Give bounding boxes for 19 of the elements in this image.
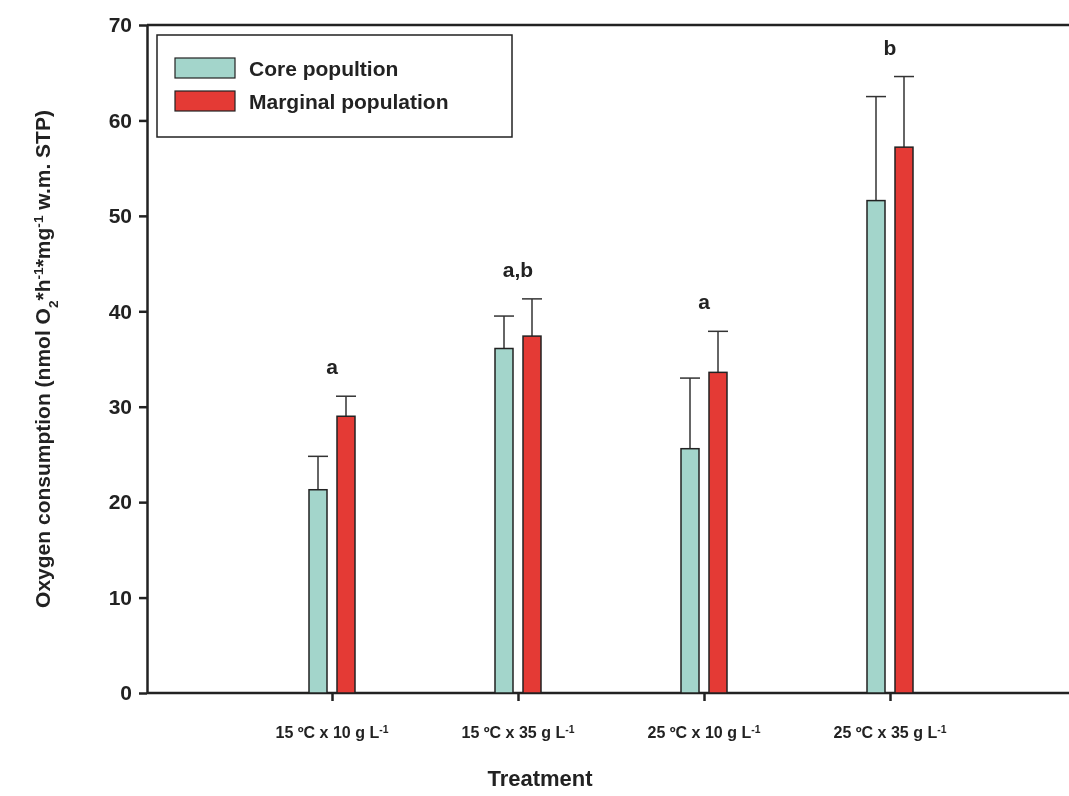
y-tick-label: 40 — [108, 299, 132, 323]
annotation: b — [883, 35, 897, 59]
annotation: a — [698, 290, 711, 314]
y-tick-label: 10 — [108, 585, 132, 609]
legend-label: Marginal population — [249, 90, 449, 113]
x-tick-label: 15 ºC x 35 g L$^{-1}$ — [461, 723, 575, 741]
x-axis-title: Treatment — [487, 766, 594, 791]
x-tick-label: 15 ºC x 10 g L$^{-1}$ — [275, 723, 389, 741]
y-tick-label: 60 — [108, 108, 132, 132]
legend-label: Core popultion — [249, 57, 399, 80]
y-tick-label: 30 — [108, 394, 132, 418]
y-tick-label: 0 — [120, 681, 132, 705]
annotation: a — [326, 355, 339, 379]
annotation: a,b — [502, 257, 534, 281]
x-tick-label: 25 ºC x 10 g L$^{-1}$ — [647, 723, 761, 741]
y-tick-label: 70 — [108, 13, 132, 37]
y-tick-label: 50 — [108, 204, 132, 228]
y-tick-label: 20 — [108, 490, 132, 514]
x-tick-label: 25 ºC x 35 g L$^{-1}$ — [833, 723, 947, 741]
